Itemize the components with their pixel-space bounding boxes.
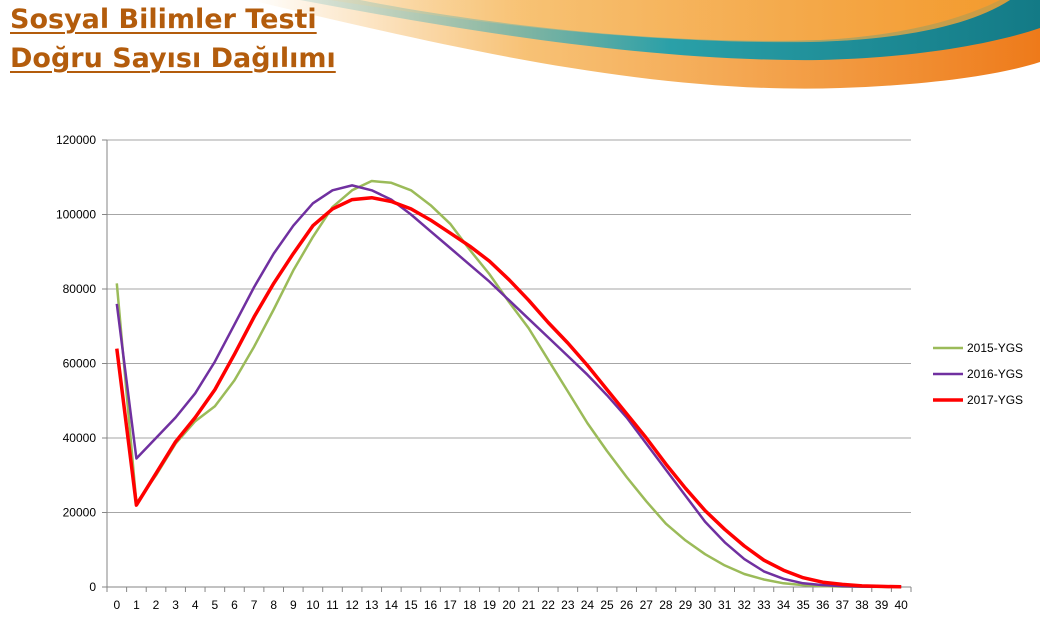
x-tick-label: 37 <box>836 598 850 612</box>
y-tick-label: 100000 <box>56 208 96 222</box>
legend-label: 2016-YGS <box>967 367 1023 381</box>
x-tick-label: 13 <box>365 598 379 612</box>
y-tick-label: 20000 <box>63 506 97 520</box>
x-tick-label: 4 <box>192 598 199 612</box>
grid-lines <box>107 139 911 588</box>
series-line-2017-YGS <box>115 195 902 589</box>
x-tick-label: 2 <box>153 598 160 612</box>
x-tick-label: 33 <box>757 598 771 612</box>
x-tick-label: 0 <box>113 598 120 612</box>
x-tick-label: 16 <box>424 598 438 612</box>
x-tick-label: 35 <box>796 598 810 612</box>
x-tick-label: 29 <box>679 598 693 612</box>
series-line-2016-YGS <box>115 184 902 589</box>
y-tick-label: 40000 <box>63 431 97 445</box>
y-tick-label: 80000 <box>63 282 97 296</box>
legend: 2015-YGS 2016-YGS 2017-YGS <box>933 341 1023 407</box>
slide-title-line-1: Sosyal Bilimler Testi <box>10 4 317 35</box>
x-tick-label: 30 <box>698 598 712 612</box>
x-tick-label: 28 <box>659 598 673 612</box>
legend-label: 2017-YGS <box>967 393 1023 407</box>
x-tick-label: 17 <box>443 598 457 612</box>
x-tick-label: 18 <box>463 598 477 612</box>
y-axis: 0 20000 40000 60000 80000 100000 120000 <box>56 133 108 594</box>
x-tick-label: 9 <box>290 598 297 612</box>
slide-title: Sosyal Bilimler Testi Doğru Sayısı Dağıl… <box>10 0 336 78</box>
series-line-2015-YGS <box>115 179 902 589</box>
x-tick-label: 34 <box>777 598 791 612</box>
x-tick-label: 21 <box>522 598 536 612</box>
series-lines <box>115 179 902 589</box>
y-tick-label: 120000 <box>56 133 96 147</box>
x-tick-label: 6 <box>231 598 238 612</box>
x-tick-label: 39 <box>875 598 889 612</box>
x-tick-label: 22 <box>542 598 556 612</box>
x-tick-label: 32 <box>738 598 752 612</box>
x-tick-label: 24 <box>581 598 595 612</box>
slide-title-line-2: Doğru Sayısı Dağılımı <box>10 43 336 74</box>
x-tick-label: 38 <box>855 598 869 612</box>
x-tick-label: 40 <box>895 598 909 612</box>
x-tick-label: 11 <box>326 598 339 612</box>
x-tick-label: 19 <box>483 598 497 612</box>
x-tick-label: 20 <box>502 598 516 612</box>
x-tick-label: 1 <box>133 598 140 612</box>
x-tick-label: 10 <box>306 598 320 612</box>
x-axis: 0 1 2 3 4 5 6 7 8 9 10 11 12 13 14 15 16 17 18 19 20 21 22 23 24… <box>106 587 912 612</box>
x-tick-label: 7 <box>251 598 258 612</box>
header-banner-swoosh <box>250 0 1040 89</box>
x-tick-label: 23 <box>561 598 575 612</box>
x-tick-label: 25 <box>600 598 614 612</box>
x-tick-label: 31 <box>718 598 732 612</box>
x-tick-label: 36 <box>816 598 830 612</box>
x-tick-label: 15 <box>404 598 418 612</box>
legend-label: 2015-YGS <box>967 341 1023 355</box>
y-tick-label: 0 <box>89 580 96 594</box>
x-tick-label: 14 <box>385 598 399 612</box>
x-tick-label: 5 <box>212 598 219 612</box>
x-tick-label: 8 <box>270 598 277 612</box>
x-tick-label: 3 <box>172 598 179 612</box>
x-tick-label: 26 <box>620 598 634 612</box>
y-tick-label: 60000 <box>63 357 97 371</box>
x-tick-label: 27 <box>640 598 654 612</box>
x-tick-label: 12 <box>345 598 359 612</box>
